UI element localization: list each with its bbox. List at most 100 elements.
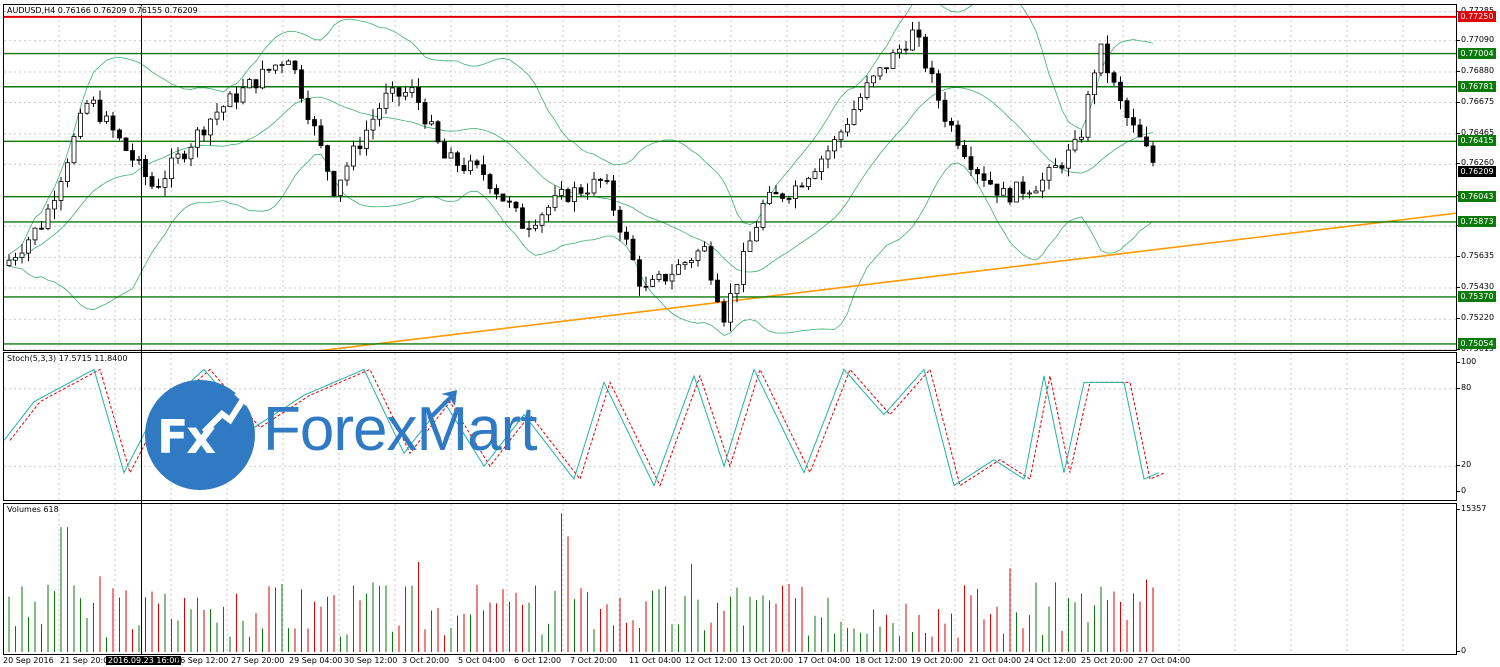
candle — [643, 285, 649, 288]
time-axis-label: 2016.09.23 16:00 — [106, 656, 182, 665]
candle — [864, 82, 870, 98]
candle — [1144, 136, 1149, 147]
candle — [364, 129, 369, 149]
candle — [351, 145, 356, 167]
stoch-signal-line — [9, 368, 1166, 487]
time-axis-label: 18 Oct 12:00 — [855, 656, 908, 665]
candle — [1033, 190, 1039, 194]
candle — [604, 180, 610, 182]
candle — [429, 121, 434, 125]
candle — [338, 179, 343, 197]
candle — [741, 251, 746, 285]
candle — [1085, 94, 1091, 138]
candle — [442, 141, 447, 159]
bollinger-mid-band — [8, 87, 1154, 273]
candle — [78, 112, 83, 137]
candle — [247, 79, 252, 89]
candle — [1020, 181, 1026, 194]
candle — [487, 174, 493, 189]
candle — [13, 256, 18, 261]
crosshair-line — [141, 4, 142, 655]
candle — [975, 169, 980, 175]
candle — [819, 158, 824, 173]
candle — [669, 273, 675, 282]
price-axis-tick: 0.77090 — [1456, 34, 1495, 44]
candle — [331, 170, 337, 197]
candle — [383, 92, 389, 109]
candle — [559, 189, 564, 196]
volume-label: Volumes 618 — [7, 505, 59, 514]
candle — [448, 152, 454, 159]
current-price-tag: 0.76209 — [1458, 165, 1496, 177]
candle — [585, 192, 590, 195]
stoch-main-line — [4, 368, 1160, 487]
candle — [1072, 138, 1078, 151]
candle — [409, 86, 415, 93]
candle — [708, 246, 714, 281]
candle — [39, 227, 44, 230]
candle — [630, 238, 636, 261]
candle — [344, 165, 350, 181]
price-axis-tick: 0.75635 — [1456, 251, 1495, 261]
candle — [169, 157, 174, 180]
candle — [234, 93, 239, 103]
candle — [702, 246, 707, 252]
stochastic-axis: 100 80 20 0 — [1456, 352, 1500, 501]
candle — [858, 97, 863, 110]
bollinger-lower-band — [8, 153, 1154, 337]
level-price-tag: 0.76415 — [1458, 135, 1496, 147]
candle — [175, 153, 181, 159]
candle — [981, 173, 987, 181]
time-axis-label: 25 Oct 20:00 — [1081, 656, 1134, 665]
volume-chart — [8, 504, 1404, 654]
volume-panel[interactable]: Volumes 618 — [3, 503, 1457, 655]
candle — [500, 193, 506, 202]
price-chart-panel[interactable]: AUDUSD,H4 0.76166 0.76209 0.76155 0.7620… — [3, 4, 1457, 351]
candle — [1111, 72, 1117, 83]
candle — [994, 183, 1000, 196]
time-axis-label: 7 Oct 20:00 — [570, 656, 618, 665]
candle — [1079, 136, 1084, 140]
candle — [949, 120, 954, 126]
candle — [26, 239, 31, 254]
price-axis-tick: 0.76465 — [1456, 127, 1495, 137]
candle — [32, 227, 38, 241]
candle — [1040, 179, 1045, 192]
candle — [715, 279, 720, 303]
candle — [208, 118, 213, 136]
candle — [838, 131, 844, 140]
candle — [45, 208, 51, 229]
candle — [188, 146, 194, 160]
trendline — [318, 212, 1456, 350]
candle — [396, 87, 402, 97]
candle — [656, 273, 662, 280]
candle — [91, 99, 96, 104]
candle — [1027, 192, 1032, 195]
level-price-tag: 0.76781 — [1458, 80, 1496, 92]
candle — [572, 187, 577, 202]
stoch-axis-tick: 100 — [1456, 357, 1477, 366]
candle — [240, 87, 246, 103]
candle — [97, 99, 103, 122]
level-price-tag: 0.77004 — [1458, 47, 1496, 59]
candle — [988, 180, 993, 185]
candle — [1059, 165, 1065, 169]
candle — [84, 103, 90, 114]
time-axis-label: 13 Oct 20:00 — [741, 656, 794, 665]
candle — [52, 200, 57, 210]
candle — [747, 240, 753, 252]
candle — [773, 191, 779, 195]
candle — [689, 260, 694, 263]
level-price-tag: 0.75370 — [1458, 290, 1496, 302]
candle — [955, 124, 961, 146]
candle — [968, 156, 974, 170]
time-axis-label: 17 Oct 04:00 — [798, 656, 851, 665]
candle — [110, 115, 116, 131]
candle — [663, 273, 668, 282]
candle — [767, 191, 772, 204]
candle — [104, 115, 109, 122]
candle — [780, 193, 785, 199]
candle — [422, 102, 428, 125]
time-axis-label: 21 Sep 20:00 — [60, 656, 114, 665]
forexmart-logo-icon: Fx — [145, 380, 255, 490]
